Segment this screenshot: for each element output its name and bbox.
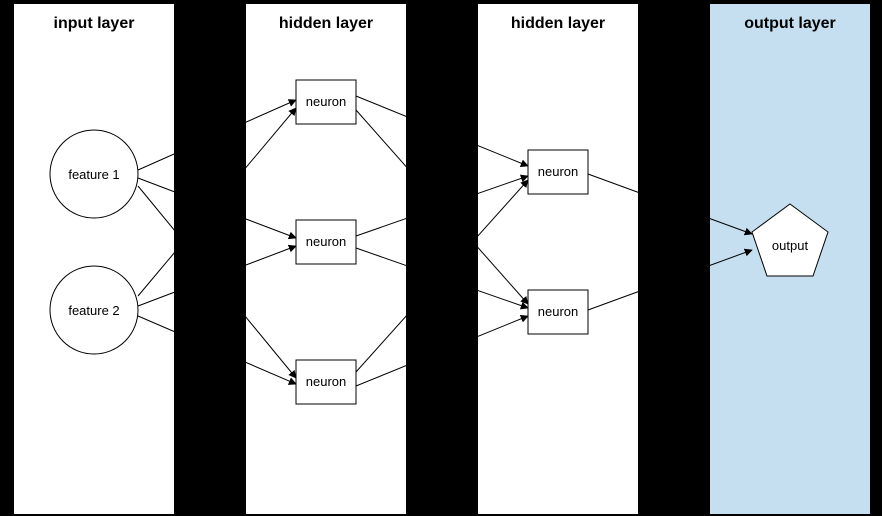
node-label: neuron	[306, 234, 346, 249]
node-neuron-2-1: neuron	[528, 150, 588, 194]
layer-title-output: output layer	[744, 15, 836, 32]
node-label: feature 2	[68, 303, 119, 318]
node-neuron-1-3: neuron	[296, 360, 356, 404]
node-label: neuron	[538, 304, 578, 319]
node-label: output	[772, 238, 809, 253]
layer-hidden-2: hidden layer	[478, 4, 638, 514]
node-neuron-1-2: neuron	[296, 220, 356, 264]
node-label: neuron	[306, 94, 346, 109]
node-label: feature 1	[68, 167, 119, 182]
node-neuron-1-1: neuron	[296, 80, 356, 124]
network-diagram: input layer hidden layer hidden layer ou…	[0, 0, 882, 516]
node-feature-2: feature 2	[50, 266, 138, 354]
layer-input: input layer	[14, 4, 174, 514]
node-feature-1: feature 1	[50, 130, 138, 218]
layer-title-hidden-1: hidden layer	[279, 15, 373, 32]
node-label: neuron	[306, 374, 346, 389]
layer-title-hidden-2: hidden layer	[511, 15, 605, 32]
node-neuron-2-2: neuron	[528, 290, 588, 334]
layer-title-input: input layer	[54, 15, 135, 32]
node-label: neuron	[538, 164, 578, 179]
edges	[138, 96, 752, 386]
